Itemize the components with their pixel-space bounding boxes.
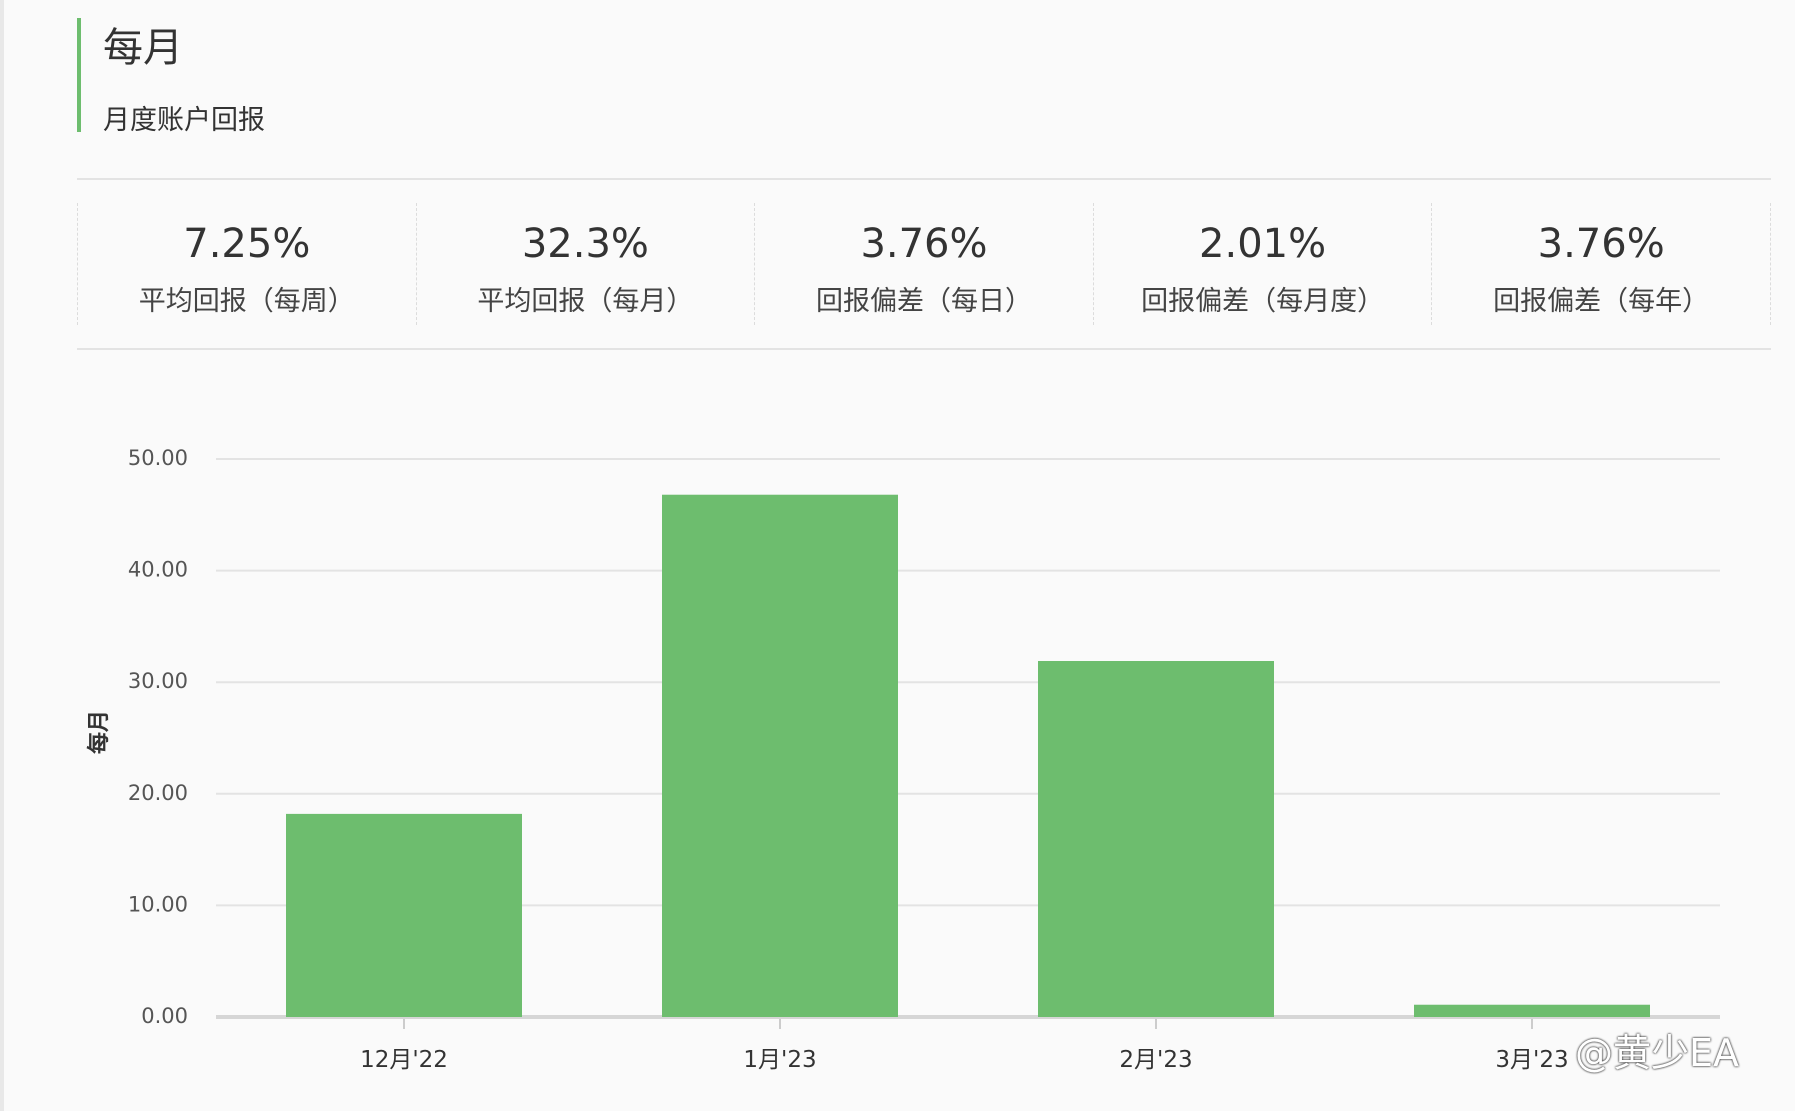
stat-value: 3.76% — [860, 221, 988, 267]
y-tick-label: 20.00 — [128, 781, 188, 805]
y-tick-label: 30.00 — [128, 669, 188, 693]
stat-label: 平均回报（每周） — [138, 286, 355, 317]
stat-value: 7.25% — [183, 221, 311, 267]
y-tick-label: 40.00 — [128, 558, 188, 582]
stat-dev-daily: 3.76% 回报偏差（每日） — [754, 203, 1093, 325]
stat-dev-yearly: 3.76% 回报偏差（每年） — [1431, 203, 1771, 325]
top-divider — [77, 178, 1771, 180]
stat-dev-monthly: 2.01% 回报偏差（每月度） — [1092, 203, 1432, 325]
y-axis-label: 每月 — [86, 710, 112, 754]
x-tick-label: 3月'23 — [1495, 1047, 1568, 1073]
stat-label: 回报偏差（每月度） — [1141, 286, 1385, 317]
page-subtitle: 月度账户回报 — [103, 105, 265, 136]
watermark: @黄少EA — [1575, 1031, 1740, 1075]
stat-value: 2.01% — [1199, 221, 1327, 267]
stat-avg-weekly: 7.25% 平均回报（每周） — [77, 203, 416, 325]
stat-label: 平均回报（每月） — [477, 286, 694, 317]
y-tick-label: 10.00 — [128, 892, 188, 916]
bar-3[interactable] — [1414, 1004, 1650, 1017]
stat-label: 回报偏差（每日） — [815, 286, 1032, 317]
bars — [286, 494, 1650, 1017]
page-title: 每月 — [103, 25, 183, 71]
x-tick-label: 12月'22 — [360, 1047, 448, 1073]
stat-label: 回报偏差（每年） — [1493, 286, 1710, 317]
x-tick-label: 2月'23 — [1119, 1047, 1192, 1073]
bar-0[interactable] — [286, 813, 522, 1017]
bar-2[interactable] — [1038, 660, 1274, 1017]
x-tick-label: 1月'23 — [743, 1047, 816, 1073]
stat-value: 3.76% — [1537, 221, 1665, 267]
left-edge-border — [0, 0, 4, 1111]
stats-row: 7.25% 平均回报（每周） 32.3% 平均回报（每月） 3.76% 回报偏差… — [77, 203, 1771, 325]
section-header: 每月 月度账户回报 — [77, 18, 265, 136]
stat-value: 32.3% — [521, 221, 649, 267]
y-axis-ticks: 0.00 10.00 20.00 30.00 40.00 50.00 — [128, 446, 188, 1028]
y-tick-label: 0.00 — [141, 1004, 188, 1028]
x-axis-ticks: 12月'22 1月'23 2月'23 3月'23 — [360, 1019, 1569, 1073]
stats-divider — [77, 348, 1771, 350]
stat-avg-monthly: 32.3% 平均回报（每月） — [415, 203, 755, 325]
bar-1[interactable] — [662, 494, 898, 1017]
y-tick-label: 50.00 — [128, 446, 188, 470]
